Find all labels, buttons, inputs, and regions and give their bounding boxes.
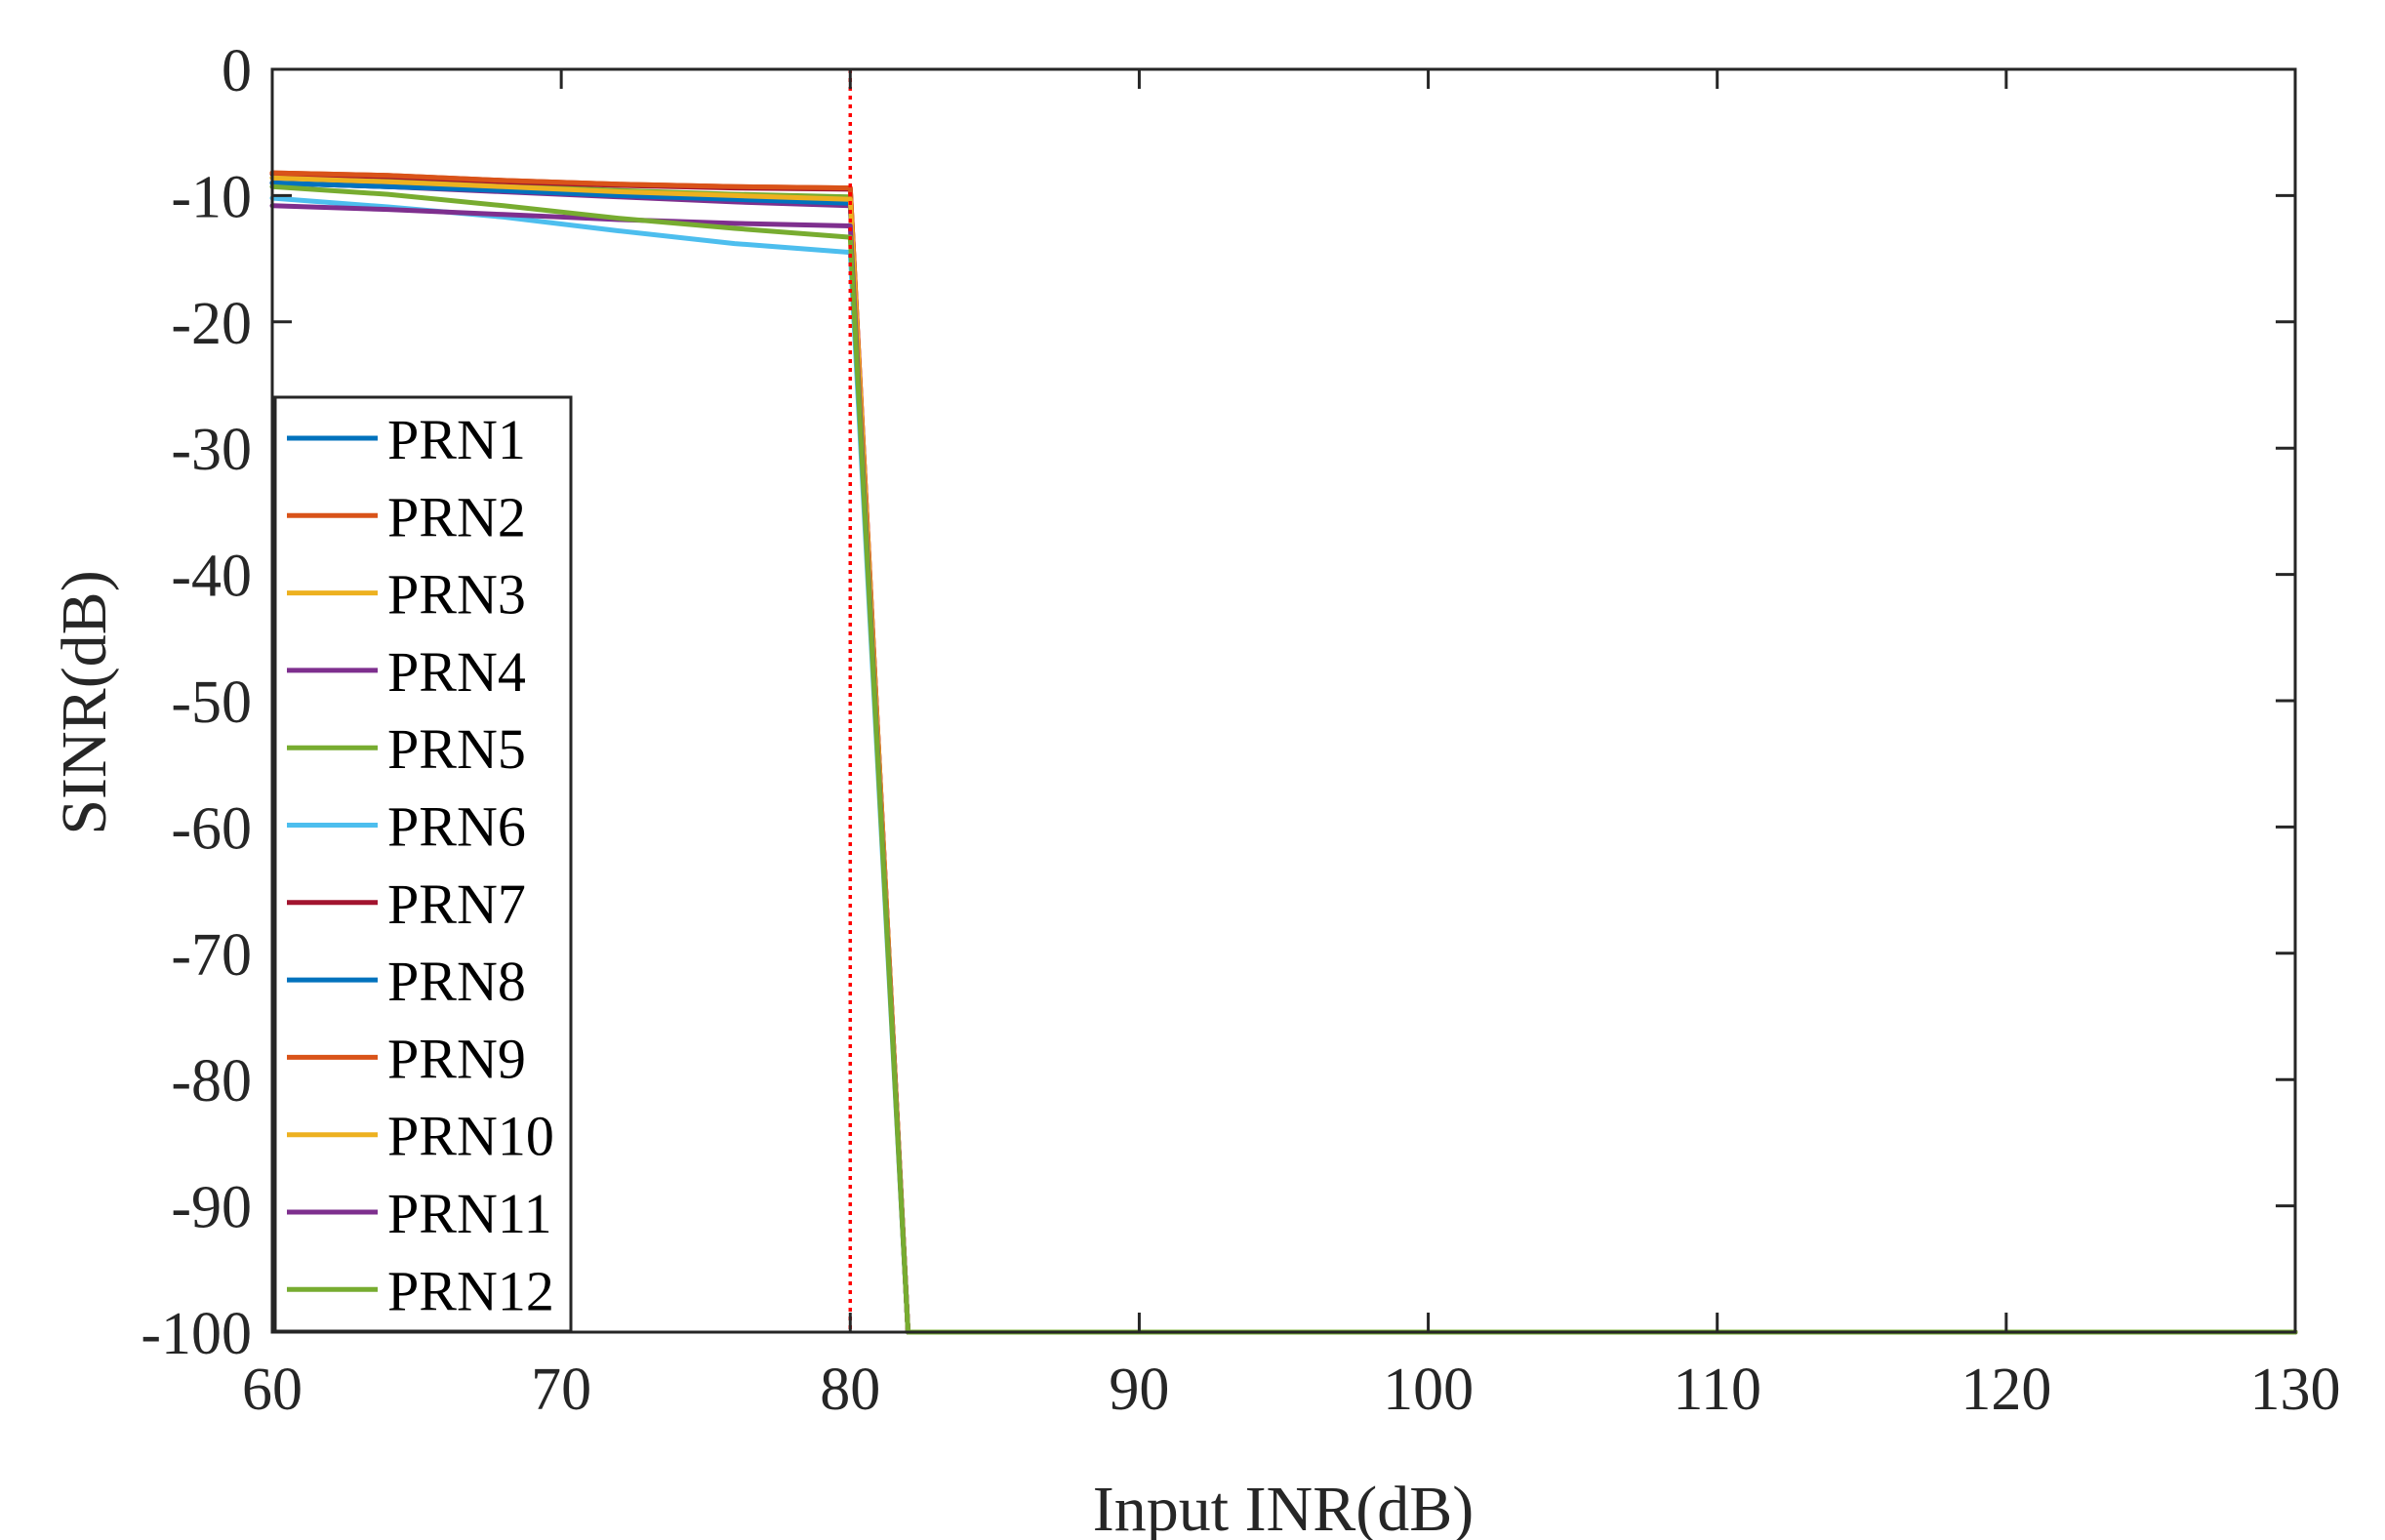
legend-label: PRN5 xyxy=(387,717,526,781)
y-tick-label: -10 xyxy=(171,164,252,230)
legend-item-prn11[interactable]: PRN11 xyxy=(287,1182,552,1245)
y-tick-label: -60 xyxy=(171,795,252,862)
x-tick-label: 110 xyxy=(1673,1357,1761,1423)
y-tick-label: -100 xyxy=(141,1301,252,1367)
legend-item-prn9[interactable]: PRN9 xyxy=(287,1027,526,1090)
y-tick-label: -40 xyxy=(171,544,252,610)
legend-label: PRN1 xyxy=(387,408,526,471)
legend-item-prn2[interactable]: PRN2 xyxy=(287,485,526,548)
x-tick-labels: 60 70 80 90 100 110 120 130 xyxy=(242,1357,2341,1423)
plot-background xyxy=(272,69,2295,1332)
legend-item-prn10[interactable]: PRN10 xyxy=(287,1105,554,1168)
x-tick-label: 90 xyxy=(1109,1357,1169,1423)
y-tick-labels: 0 -10 -20 -30 -40 -50 -60 -70 -80 -90 -100 xyxy=(141,38,252,1367)
plot-area xyxy=(269,67,2298,1335)
y-tick-label: -50 xyxy=(171,669,252,736)
legend-item-prn3[interactable]: PRN3 xyxy=(287,563,526,627)
x-tick-label: 100 xyxy=(1383,1357,1474,1423)
legend-label: PRN12 xyxy=(387,1259,554,1322)
legend-box xyxy=(273,395,573,1333)
x-tick-label: 80 xyxy=(820,1357,880,1423)
legend-item-prn1[interactable]: PRN1 xyxy=(287,408,526,471)
y-tick-label: 0 xyxy=(222,38,252,104)
legend-item-prn4[interactable]: PRN4 xyxy=(287,640,526,704)
legend-items: PRN1 PRN2 PRN3 PRN4 PRN5 PRN6 PRN7 PRN8 PRN9 PRN1… xyxy=(287,408,554,1322)
y-tick-label: -80 xyxy=(171,1048,252,1114)
legend-item-prn8[interactable]: PRN8 xyxy=(287,950,526,1013)
legend-label: PRN11 xyxy=(387,1182,552,1245)
legend-item-prn12[interactable]: PRN12 xyxy=(287,1259,554,1322)
legend-label: PRN4 xyxy=(387,640,526,704)
x-tick-label: 70 xyxy=(531,1357,591,1423)
x-tick-label: 130 xyxy=(2250,1357,2341,1423)
legend-label: PRN6 xyxy=(387,795,526,859)
y-tick-label: -90 xyxy=(171,1175,252,1241)
legend-item-prn7[interactable]: PRN7 xyxy=(287,872,526,936)
legend-label: PRN9 xyxy=(387,1027,526,1090)
y-tick-label: -30 xyxy=(171,417,252,483)
legend-label: PRN10 xyxy=(387,1105,554,1168)
x-axis-label: Input INR(dB) xyxy=(1093,1474,1474,1540)
legend-item-prn5[interactable]: PRN5 xyxy=(287,717,526,781)
y-tick-label: -70 xyxy=(171,922,252,989)
legend[interactable]: PRN1 PRN2 PRN3 PRN4 PRN5 PRN6 PRN7 PRN8 PRN9 PRN1… xyxy=(273,395,573,1333)
y-axis-label: SINR(dB) xyxy=(49,570,120,834)
legend-item-prn6[interactable]: PRN6 xyxy=(287,795,526,859)
legend-label: PRN8 xyxy=(387,950,526,1013)
x-tick-label: 60 xyxy=(242,1357,303,1423)
legend-label: PRN7 xyxy=(387,872,526,936)
legend-label: PRN2 xyxy=(387,485,526,548)
y-tick-label: -20 xyxy=(171,291,252,357)
legend-label: PRN3 xyxy=(387,563,526,627)
x-tick-label: 120 xyxy=(1961,1357,2051,1423)
axes-box xyxy=(270,67,2297,1334)
